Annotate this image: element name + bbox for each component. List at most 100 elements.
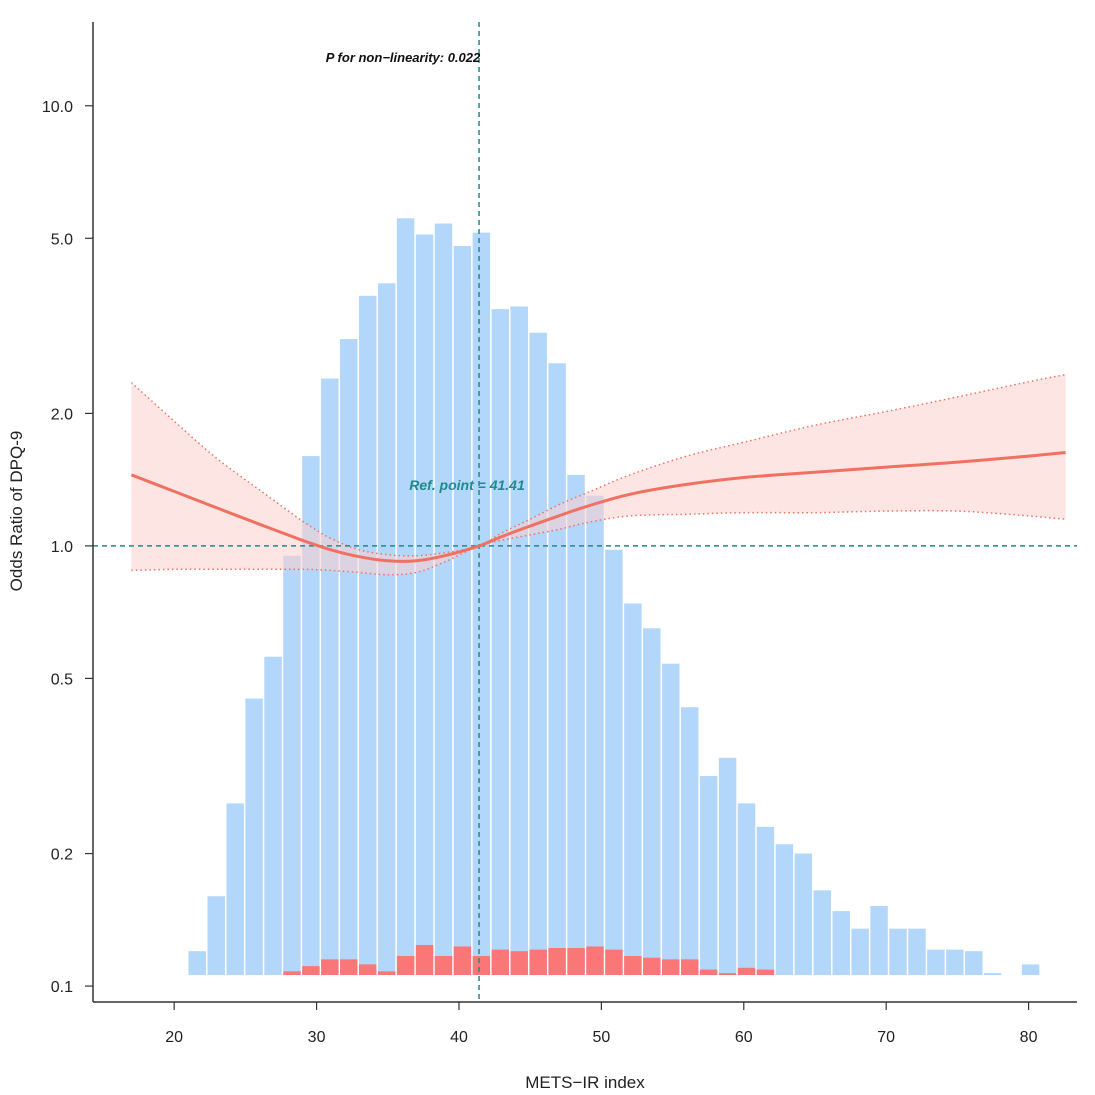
spline-line (130, 451, 1066, 563)
histogram-bar (605, 549, 623, 975)
histogram-case-bars (283, 944, 775, 975)
y-tick-label: 1.0 (51, 539, 73, 556)
case-bar (643, 957, 661, 975)
case-bar (510, 951, 528, 975)
x-tick-label: 30 (308, 1029, 326, 1046)
histogram-bar (188, 951, 206, 975)
y-tick-label: 0.2 (51, 847, 73, 864)
histogram-bar (415, 234, 434, 975)
p-nonlinearity-annotation: P for non−linearity: 0.022 (326, 50, 481, 65)
case-bar (359, 964, 377, 975)
case-bar (662, 959, 680, 975)
histogram-bar (889, 928, 907, 975)
x-tick-label: 60 (735, 1029, 753, 1046)
histogram-bar (283, 555, 301, 975)
histogram-bar (472, 232, 491, 975)
histogram-bar (377, 283, 396, 975)
histogram-bar (491, 309, 510, 975)
spline-curve (130, 451, 1066, 563)
histogram-bar (624, 603, 642, 975)
histogram-bar (359, 295, 377, 975)
histogram-bar (927, 949, 945, 975)
histogram-bar (340, 339, 358, 975)
histogram-bar (851, 928, 869, 975)
case-bar (756, 969, 775, 975)
histogram-bar (510, 306, 528, 975)
case-bar (548, 948, 566, 975)
histogram-bar (321, 378, 339, 975)
histogram-bar (870, 906, 888, 975)
case-bar (434, 956, 453, 975)
reference-lines (93, 22, 1077, 1002)
histogram-bar (302, 456, 320, 975)
axes (92, 22, 1077, 1003)
case-bar (472, 956, 491, 975)
x-axis-ticks: 20 30 40 50 60 70 80 (165, 1002, 1038, 1046)
case-bar (605, 949, 623, 975)
histogram-bar (434, 223, 453, 975)
ci-upper-line (130, 373, 1066, 557)
case-bar (396, 956, 415, 975)
histogram-bar (264, 656, 282, 975)
case-bar (624, 956, 642, 975)
histogram-bar (662, 663, 680, 975)
case-bar (340, 959, 358, 975)
histogram-bar (813, 890, 831, 975)
y-tick-label: 10.0 (42, 99, 73, 116)
case-bar (453, 946, 472, 975)
histogram-bar (245, 698, 263, 975)
case-bar (283, 971, 301, 975)
x-tick-label: 20 (165, 1029, 183, 1046)
histogram-bar (586, 495, 604, 975)
histogram-bar (567, 474, 585, 975)
x-tick-label: 70 (877, 1029, 895, 1046)
case-bar (737, 967, 756, 975)
y-tick-label: 0.5 (51, 671, 73, 688)
x-tick-label: 80 (1020, 1029, 1038, 1046)
y-tick-label: 0.1 (51, 979, 73, 996)
histogram-bar (794, 853, 813, 975)
case-bar (321, 959, 339, 975)
ref-point-annotation: Ref. point = 41.41 (409, 477, 525, 493)
histogram-bar (396, 218, 415, 975)
case-bar (491, 949, 510, 975)
histogram-bar (718, 757, 737, 975)
case-bar (529, 949, 547, 975)
histogram-bar (548, 363, 566, 975)
histogram-bar (737, 803, 756, 975)
histogram-bar (946, 949, 964, 975)
case-bar (567, 948, 585, 975)
case-bar (699, 969, 718, 975)
histogram-bar (453, 246, 472, 976)
histogram-bar (226, 803, 244, 975)
x-tick-label: 40 (450, 1029, 468, 1046)
histogram-total-bars (188, 218, 1040, 976)
histogram-bar (984, 973, 1002, 975)
histogram-bar (699, 776, 718, 975)
ci-lower-line (131, 509, 1066, 576)
x-axis-title: METS−IR index (525, 1073, 645, 1092)
histogram-bar (908, 928, 926, 975)
ci-fill (131, 374, 1066, 575)
confidence-band (130, 373, 1066, 576)
histogram-bar (643, 628, 661, 975)
histogram-bar (965, 951, 983, 975)
histogram-bar (529, 332, 547, 975)
case-bar (302, 966, 320, 975)
case-bar (718, 973, 737, 975)
histogram-bar (207, 896, 225, 975)
case-bar (415, 944, 434, 975)
case-bar (680, 959, 699, 975)
y-axis-title: Odds Ratio of DPQ-9 (7, 431, 26, 592)
x-tick-label: 50 (592, 1029, 610, 1046)
histogram-bar (756, 826, 775, 975)
case-bar (586, 946, 604, 975)
histogram-bar (832, 911, 850, 975)
histogram-bar (680, 707, 699, 975)
y-axis-ticks: 0.1 0.2 0.5 1.0 2.0 5.0 10.0 (42, 99, 93, 996)
y-tick-label: 5.0 (51, 231, 73, 248)
histogram-bar (775, 844, 794, 975)
y-tick-label: 2.0 (51, 406, 73, 423)
case-bar (377, 971, 396, 975)
